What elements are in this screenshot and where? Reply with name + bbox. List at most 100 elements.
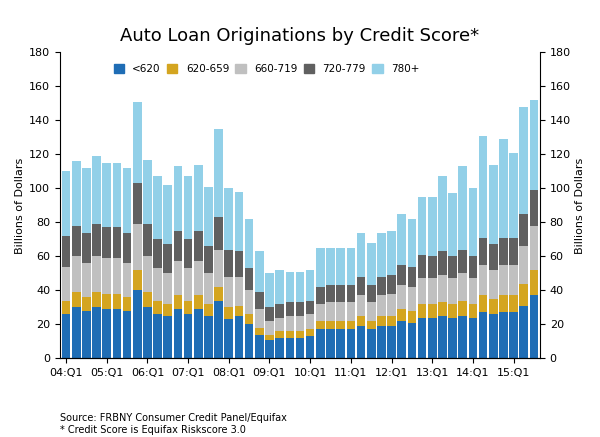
Bar [92,307,101,358]
Bar [367,285,376,302]
Text: Source: FRBNY Consumer Credit Panel/Equifax
* Credit Score is Equifax Riskscore : Source: FRBNY Consumer Credit Panel/Equi… [60,413,287,435]
Bar [499,295,508,312]
Bar [347,285,355,302]
Bar [72,292,80,307]
Bar [123,263,131,297]
Bar [255,309,263,328]
Bar [306,314,314,329]
Bar [397,321,406,358]
Title: Auto Loan Originations by Credit Score*: Auto Loan Originations by Credit Score* [121,28,479,45]
Bar [520,305,528,358]
Bar [489,244,497,270]
Bar [275,331,284,338]
Bar [103,163,111,228]
Bar [286,272,294,302]
Bar [154,268,162,301]
Bar [286,331,294,338]
Bar [530,295,538,358]
Bar [154,301,162,314]
Bar [438,177,446,251]
Bar [367,302,376,321]
Bar [133,102,142,183]
Bar [509,238,518,265]
Bar [123,297,131,311]
Bar [356,232,365,277]
Bar [265,307,274,321]
Bar [438,302,446,316]
Bar [214,301,223,358]
Bar [356,277,365,295]
Bar [458,166,467,250]
Bar [520,107,528,214]
Bar [184,268,193,301]
Bar [235,316,244,358]
Bar [204,304,213,316]
Bar [72,307,80,358]
Bar [367,321,376,329]
Bar [194,231,203,261]
Bar [337,302,345,321]
Bar [143,307,152,358]
Bar [286,338,294,358]
Legend: <620, 620-659, 660-719, 720-779, 780+: <620, 620-659, 660-719, 720-779, 780+ [110,61,422,77]
Bar [265,321,274,335]
Bar [214,250,223,287]
Bar [479,238,487,265]
Bar [520,284,528,305]
Bar [194,309,203,358]
Bar [133,290,142,358]
Bar [499,312,508,358]
Bar [489,299,497,314]
Bar [62,267,70,301]
Bar [397,214,406,265]
Bar [428,304,437,318]
Bar [235,277,244,305]
Bar [245,324,253,358]
Bar [173,231,182,261]
Bar [113,258,121,294]
Bar [224,188,233,250]
Bar [123,232,131,263]
Bar [428,257,437,278]
Bar [214,287,223,301]
Bar [316,304,325,321]
Bar [458,250,467,274]
Bar [326,302,335,321]
Bar [194,165,203,231]
Bar [418,318,427,358]
Bar [418,197,427,255]
Bar [469,278,477,304]
Bar [367,243,376,285]
Bar [103,294,111,309]
Bar [143,257,152,292]
Bar [458,301,467,316]
Bar [306,301,314,314]
Bar [275,338,284,358]
Bar [154,314,162,358]
Bar [306,270,314,301]
Bar [428,278,437,304]
Bar [458,274,467,301]
Bar [296,302,304,316]
Bar [407,323,416,358]
Bar [448,318,457,358]
Bar [113,228,121,258]
Bar [530,190,538,226]
Bar [224,319,233,358]
Bar [438,275,446,302]
Bar [418,278,427,304]
Bar [387,326,396,358]
Bar [489,270,497,299]
Bar [428,318,437,358]
Bar [154,177,162,239]
Bar [92,292,101,307]
Bar [235,251,244,277]
Bar [469,304,477,318]
Bar [448,304,457,318]
Bar [509,265,518,295]
Bar [499,139,508,238]
Bar [82,311,91,358]
Bar [173,166,182,231]
Bar [113,309,121,358]
Bar [377,295,386,316]
